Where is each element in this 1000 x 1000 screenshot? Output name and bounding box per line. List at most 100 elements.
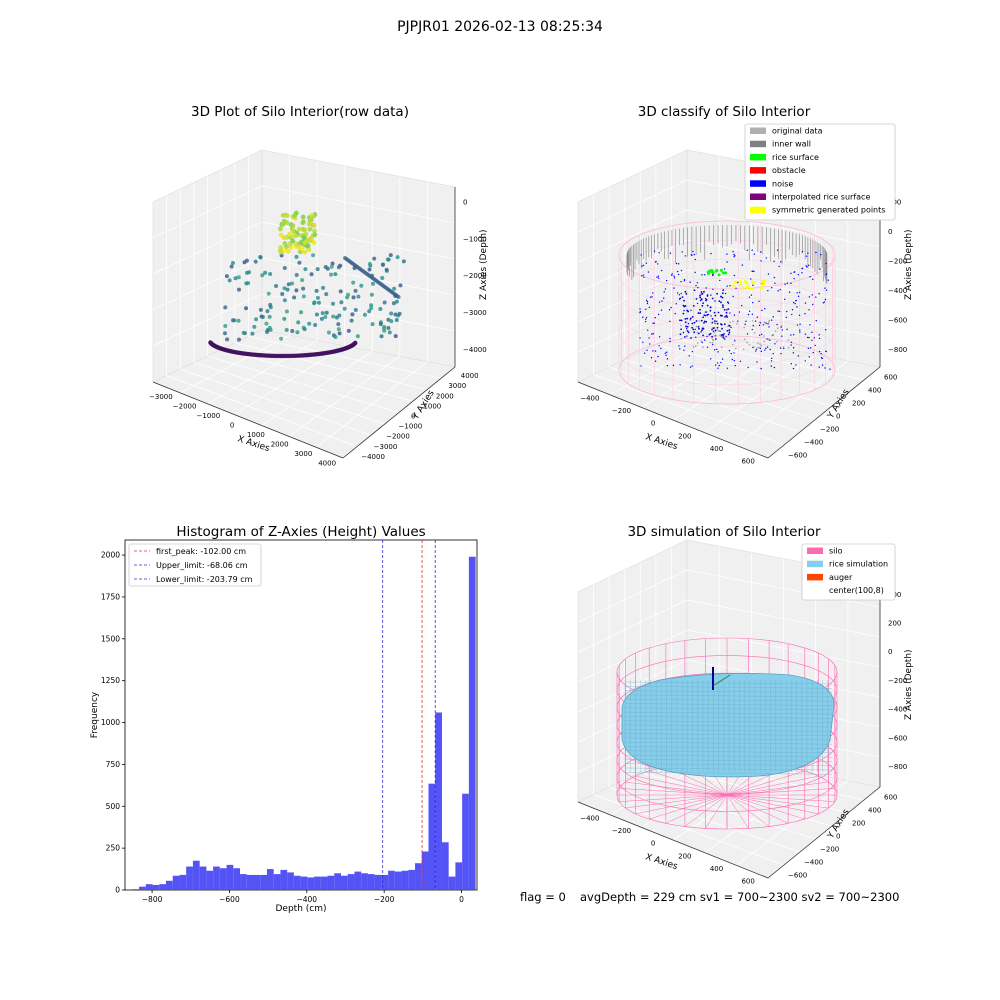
silo-floor-spoke [726,775,819,796]
symmetric-point [743,280,747,284]
noise-point [658,345,660,347]
noise-point [772,352,774,355]
noise-point [681,251,683,253]
noise-point [658,252,660,254]
noise-point [645,317,648,319]
data-point [338,263,343,268]
noise-point [818,337,821,340]
noise-point [804,313,806,315]
data-point [380,275,385,280]
noise-point [654,350,657,352]
silo-floor-spoke [726,794,819,815]
noise-point [671,273,673,275]
noise-point [825,273,828,275]
grid-line [736,360,849,446]
symmetric-point [750,287,754,291]
data-point [290,281,295,286]
noise-point [727,308,730,311]
x-tick-label: −800 [142,895,163,904]
data-point [237,337,242,342]
rice-surface-point [717,273,721,277]
histogram-bar [468,556,476,890]
original-point [734,347,737,350]
noise-point [765,322,767,324]
noise-point [769,339,771,341]
histogram-bar [421,851,429,890]
noise-point [764,308,766,310]
legend-label: Lower_limit: -203.79 cm [156,575,253,584]
noise-point [741,305,743,307]
data-point [333,335,338,340]
grid-line [655,344,849,394]
noise-point [767,289,769,292]
noise-point [656,276,658,278]
data-point [288,244,294,250]
noise-point [712,288,714,290]
data-point [259,314,264,319]
grid-line [609,335,720,396]
original-point [711,327,713,330]
data-point [370,281,375,286]
noise-point [726,316,729,318]
x-tick-label: −2000 [173,402,197,410]
noise-point [801,251,804,253]
noise-point [700,291,703,293]
noise-point [671,274,673,276]
noise-point [811,331,813,334]
data-point [296,245,302,250]
x-tick-label: 1000 [247,431,265,439]
data-point [378,306,383,311]
noise-point [750,278,752,280]
y-tick-label: 250 [106,844,121,853]
noise-point [705,311,708,313]
noise-point [788,291,791,293]
data-point [339,300,344,305]
rice-mesh-line [624,716,833,719]
data-point [369,306,374,311]
noise-point [814,344,816,347]
grid-line [577,629,688,683]
rice-mesh-line [624,703,833,706]
original-point [744,338,746,341]
noise-point [721,296,724,299]
noise-point [693,321,696,324]
noise-point [729,312,731,314]
rice-mesh-line [624,754,833,758]
x-tick-label: −400 [296,895,317,904]
noise-point [702,316,704,319]
histogram-bar [367,874,375,890]
noise-point [711,297,714,300]
data-point [313,322,318,327]
grid-line [671,337,865,381]
noise-point [797,295,800,298]
noise-point [801,272,803,274]
noise-point [733,256,735,258]
simulation-plot-title: 3D simulation of Silo Interior [627,524,821,540]
noise-point [697,312,700,314]
data-point [353,307,358,312]
data-point [356,294,361,299]
silo-floor-spoke [619,794,728,802]
legend-frame [744,123,896,221]
noise-point [716,292,719,295]
data-point [295,330,300,335]
x-tick-label: 2000 [271,440,289,448]
original-point [711,337,713,339]
rice-mesh-line [624,720,833,723]
original-point [782,346,785,348]
y-tick-label: 400 [868,807,881,815]
histogram-bar [206,870,214,890]
histogram-bar [186,866,193,890]
noise-point [725,311,728,314]
grid-line [577,569,688,623]
noise-point [820,353,822,355]
original-point [702,346,704,348]
noise-point [781,335,783,337]
noise-point [641,265,643,267]
noise-point [824,367,826,369]
data-point [278,232,284,238]
rice-mesh-line [624,733,833,736]
original-point [736,323,738,325]
data-point [268,327,273,332]
original-point [753,346,755,349]
